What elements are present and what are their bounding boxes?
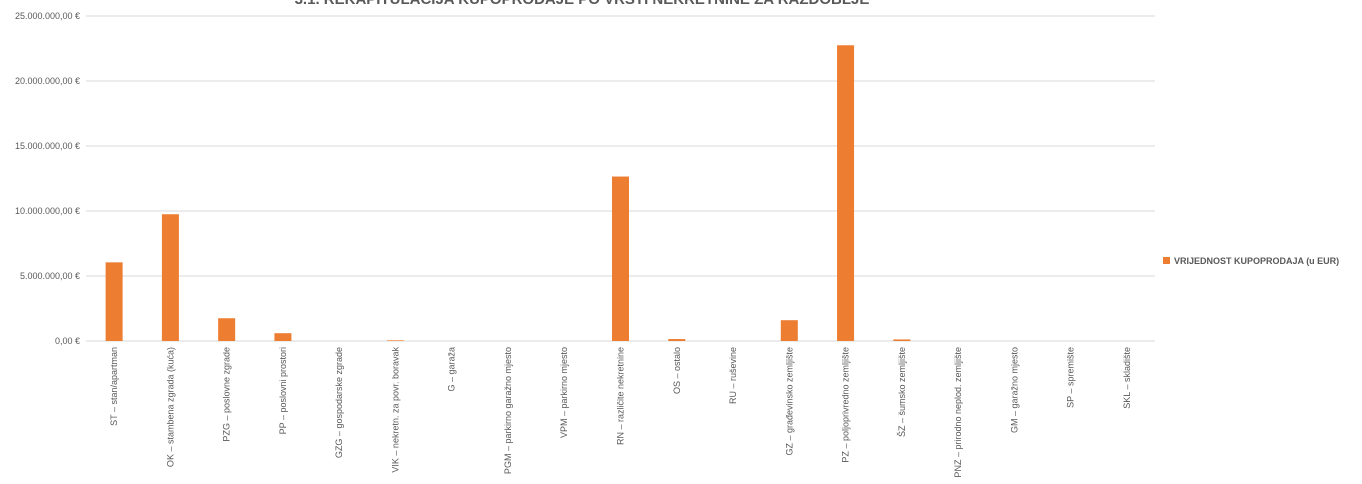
bar: [837, 45, 855, 341]
legend-swatch: [1163, 257, 1170, 264]
x-tick-label: ST – stan/apartman: [109, 347, 119, 426]
x-tick-label: PGM – parkirno garažno mjesto: [503, 347, 513, 474]
bar: [612, 176, 629, 341]
x-tick-label: RU – ruševine: [728, 347, 738, 404]
x-tick-label: G – garaža: [447, 347, 457, 392]
legend: VRIJEDNOST KUPOPRODAJA (u EUR): [1163, 256, 1339, 266]
x-tick-label: OS – ostalo: [672, 347, 682, 394]
bar: [161, 214, 179, 341]
bar: [218, 318, 236, 341]
x-tick-label: VPM – parkirno mjesto: [559, 347, 569, 438]
y-tick-label: 5.000.000,00 €: [20, 271, 80, 281]
bar: [274, 333, 292, 341]
x-tick-label: PZ – poljoprivredno zemljište: [841, 347, 851, 463]
x-tick-label: GZG – gospodarske zgrade: [334, 347, 344, 458]
x-tick-label: GZ – građevinsko zemljište: [784, 347, 794, 456]
y-tick-label: 15.000.000,00 €: [15, 141, 80, 151]
x-tick-label: VIK – nekretn. za povr. boravak: [390, 347, 400, 473]
bar: [668, 339, 686, 341]
chart-title: 3.1. REKAPITULACIJA KUPOPRODAJE PO VRSTI…: [295, 0, 870, 8]
x-tick-label: SKL – skladište: [1122, 347, 1132, 409]
bar: [893, 339, 911, 341]
x-tick-label: PP – poslovni prostori: [278, 347, 288, 434]
x-tick-label: ŠZ – šumsko zemljište: [897, 347, 907, 437]
legend-label: VRIJEDNOST KUPOPRODAJA (u EUR): [1174, 256, 1339, 266]
x-tick-label: SP – spremište: [1066, 347, 1076, 408]
x-tick-label: PZG – poslovne zgrade: [222, 347, 232, 442]
x-tick-label: RN – različite nekretnine: [616, 347, 626, 445]
bar: [780, 320, 798, 341]
y-tick-label: 0,00 €: [55, 336, 80, 346]
x-tick-label: GM – garažno mjesto: [1009, 347, 1019, 433]
y-tick-label: 25.000.000,00 €: [15, 11, 80, 21]
x-tick-label: OK – stambena zgrada (kuća): [165, 347, 175, 467]
y-tick-label: 20.000.000,00 €: [15, 76, 80, 86]
x-tick-label: PNZ – prirodno neplod. zemljište: [953, 347, 963, 478]
bar: [105, 262, 123, 341]
bar: [386, 340, 404, 341]
y-tick-label: 10.000.000,00 €: [15, 206, 80, 216]
